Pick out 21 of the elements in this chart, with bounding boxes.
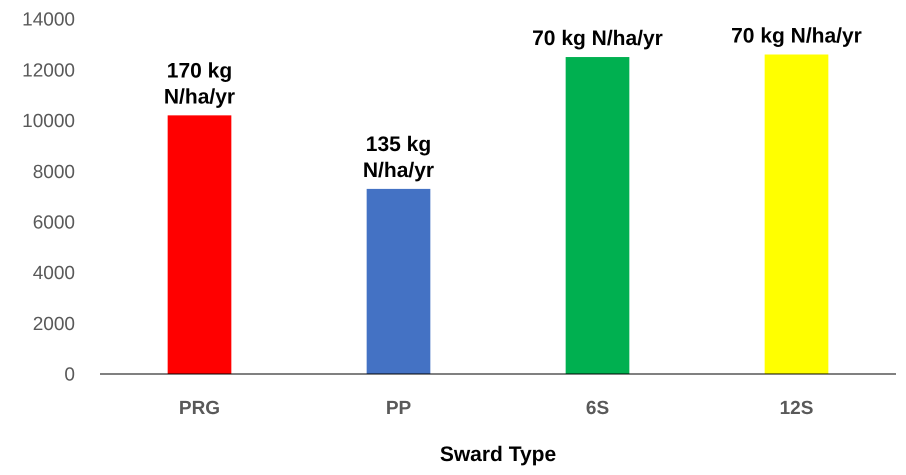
bar (764, 54, 828, 374)
x-tick-label: 6S (586, 398, 610, 419)
y-tick-label: 4000 (32, 263, 75, 284)
x-tick-label: PRG (178, 398, 220, 419)
y-tick-label: 10000 (22, 111, 75, 132)
y-tick-label: 0 (64, 364, 75, 386)
annotation: 70 kg N/ha/yr (731, 24, 862, 48)
annotation: 170 kg N/ha/yr (164, 59, 236, 108)
x-tick-label: 12S (780, 398, 814, 419)
annotation: 135 kg N/ha/yr (362, 132, 434, 182)
x-axis-title: Sward Type (440, 443, 556, 466)
y-tick-label: 14000 (22, 10, 75, 31)
bar (168, 115, 232, 374)
y-tick-label: 6000 (32, 212, 75, 234)
bar (566, 57, 630, 374)
y-tick-label: 12000 (22, 60, 75, 82)
x-tick-label: PP (386, 398, 412, 419)
annotation: 70 kg N/ha/yr (532, 27, 663, 50)
y-tick-label: 2000 (32, 314, 75, 335)
y-tick-label: 8000 (32, 162, 75, 183)
bar (366, 188, 430, 374)
